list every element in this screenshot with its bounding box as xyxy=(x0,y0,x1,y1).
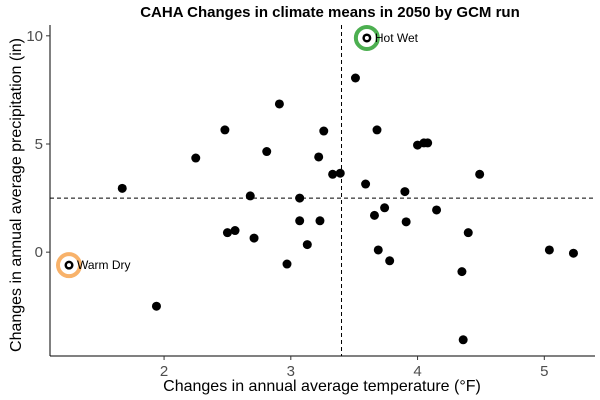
y-tick-label: 5 xyxy=(35,136,43,153)
highlight-ring xyxy=(56,252,83,279)
data-point xyxy=(369,210,379,220)
data-point xyxy=(475,169,485,179)
data-point xyxy=(245,191,255,201)
y-axis-title: Changes in annual average precipitation … xyxy=(8,38,25,352)
highlight-label: Warm Dry xyxy=(77,258,131,272)
chart-title: CAHA Changes in climate means in 2050 by… xyxy=(140,4,520,21)
data-point xyxy=(117,183,127,193)
data-point xyxy=(249,233,259,243)
data-point xyxy=(335,168,345,178)
data-point xyxy=(295,216,305,226)
data-point xyxy=(385,256,395,266)
data-point xyxy=(230,226,240,236)
x-axis-title: Changes in annual average temperature (°… xyxy=(163,378,481,395)
highlight-ring xyxy=(353,24,380,51)
data-point xyxy=(295,193,305,203)
data-point xyxy=(328,169,338,179)
highlight-label: Hot Wet xyxy=(375,31,419,45)
x-tick-label: 2 xyxy=(160,363,168,380)
data-point xyxy=(463,228,473,238)
y-tick-label: 10 xyxy=(26,28,43,45)
data-point xyxy=(373,245,383,255)
highlight-point-center xyxy=(364,35,369,40)
x-tick-label: 3 xyxy=(287,363,295,380)
data-point xyxy=(361,179,371,189)
data-point xyxy=(380,203,390,213)
data-point xyxy=(262,147,272,157)
data-point xyxy=(458,335,468,345)
data-point xyxy=(457,267,467,277)
data-point xyxy=(151,301,161,311)
highlight-point-center xyxy=(67,263,72,268)
data-point xyxy=(432,205,442,215)
data-point xyxy=(423,138,433,148)
data-point xyxy=(544,245,554,255)
data-point xyxy=(314,152,324,162)
plot-area: 2 3 4 5 0 5 10 Warm Dry Hot Wet xyxy=(26,24,595,380)
data-point xyxy=(350,73,360,83)
data-point xyxy=(372,125,382,135)
data-point xyxy=(274,99,284,109)
data-point xyxy=(191,153,201,163)
data-point xyxy=(315,216,325,226)
y-tick-label: 0 xyxy=(35,244,43,261)
data-point xyxy=(319,126,329,136)
data-point xyxy=(568,248,578,258)
data-point xyxy=(401,217,411,227)
data-point xyxy=(282,259,292,269)
x-tick-label: 5 xyxy=(540,363,548,380)
data-point xyxy=(302,240,312,250)
x-tick-label: 4 xyxy=(413,363,421,380)
data-point xyxy=(220,125,230,135)
data-point xyxy=(222,228,232,238)
data-point xyxy=(400,187,410,197)
